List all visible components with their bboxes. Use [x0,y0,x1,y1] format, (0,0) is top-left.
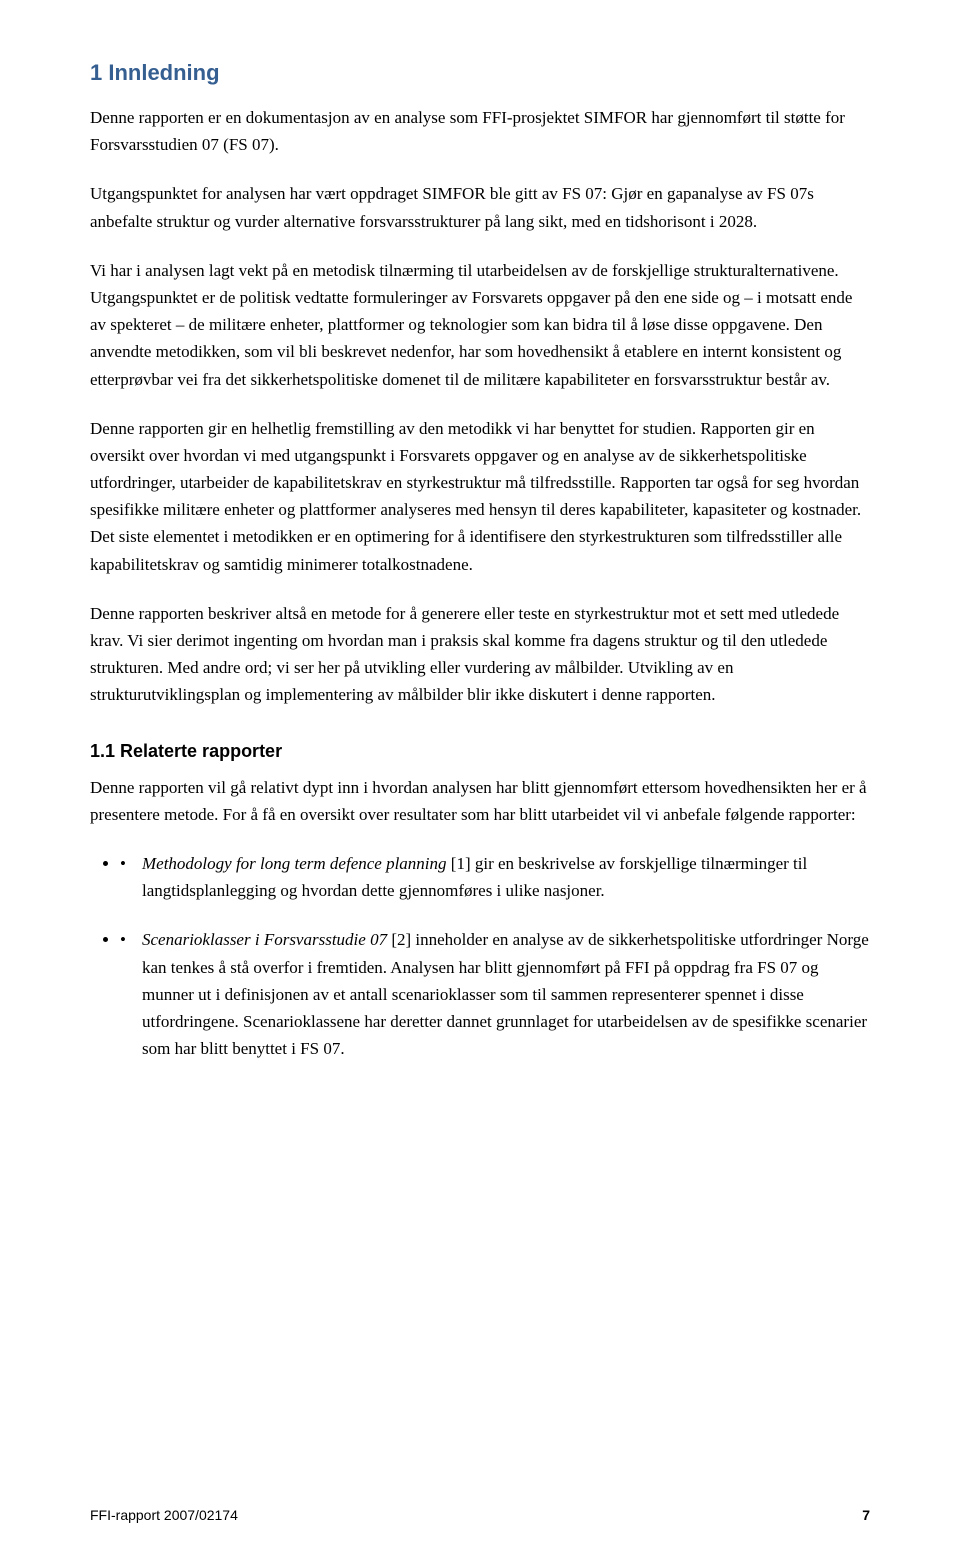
footer-page-number: 7 [862,1507,870,1523]
intro-paragraph-4: Denne rapporten gir en helhetlig fremsti… [90,415,870,578]
report-title-italic: Methodology for long term defence planni… [142,854,447,873]
list-item: Methodology for long term defence planni… [120,850,870,904]
related-reports-list: Methodology for long term defence planni… [120,850,870,1062]
page-footer: FFI-rapport 2007/02174 7 [90,1507,870,1523]
intro-paragraph-2: Utgangspunktet for analysen har vært opp… [90,180,870,234]
intro-paragraph-3: Vi har i analysen lagt vekt på en metodi… [90,257,870,393]
report-title-italic: Scenarioklasser i Forsvarsstudie 07 [142,930,387,949]
section-1-1-intro: Denne rapporten vil gå relativt dypt inn… [90,774,870,828]
heading-1-innledning: 1 Innledning [90,60,870,86]
intro-paragraph-1: Denne rapporten er en dokumentasjon av e… [90,104,870,158]
intro-paragraph-5: Denne rapporten beskriver altså en metod… [90,600,870,709]
footer-report-id: FFI-rapport 2007/02174 [90,1507,238,1523]
report-description: [2] inneholder en analyse av de sikkerhe… [142,930,869,1058]
list-item: Scenarioklasser i Forsvarsstudie 07 [2] … [120,926,870,1062]
heading-2-relaterte-rapporter: 1.1 Relaterte rapporter [90,741,870,762]
